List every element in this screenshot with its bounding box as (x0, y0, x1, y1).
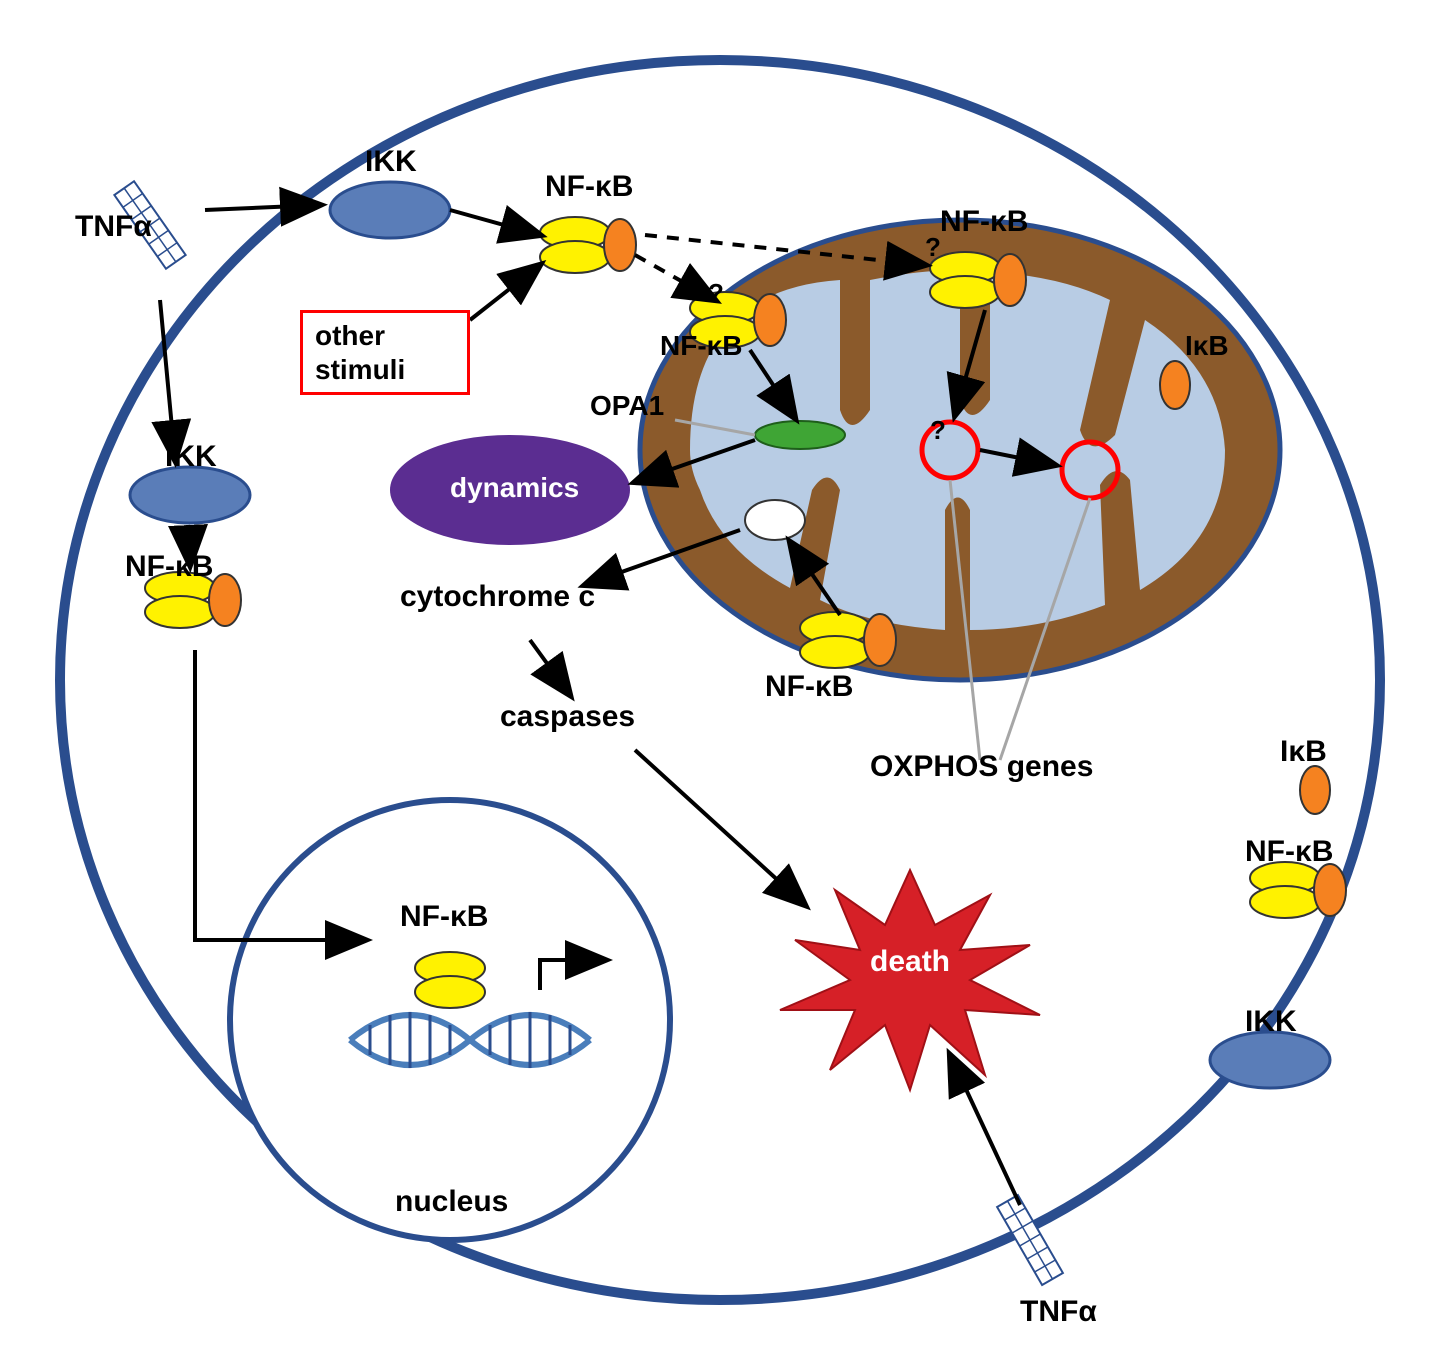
nfkb-mito-tr-shape (930, 252, 1026, 308)
ikk-left-shape (130, 467, 250, 523)
label-ikb-mito: IκB (1185, 330, 1229, 362)
label-nfkb-top: NF-κB (545, 170, 633, 204)
ikb-right-shape (1300, 766, 1330, 814)
label-q1: ? (708, 278, 724, 309)
ikk-right-shape (1210, 1032, 1330, 1088)
other-stimuli-box: other stimuli (300, 310, 470, 395)
label-nfkb-mito-tr: NF-κB (940, 205, 1028, 239)
label-nfkb-nucleus: NF-κB (400, 900, 488, 934)
ikk-top-shape (330, 182, 450, 238)
label-dynamics: dynamics (450, 472, 579, 504)
nfkb-right-shape (1250, 862, 1346, 918)
label-oxphos: OXPHOS genes (870, 750, 1093, 784)
label-nfkb-left: NF-κB (125, 550, 213, 584)
label-death: death (870, 945, 950, 979)
diagram-svg (20, 20, 1450, 1347)
label-tnfa-top: TNFα (75, 210, 152, 244)
cytc-release-site (745, 500, 805, 540)
label-q2: ? (925, 232, 941, 263)
diagram-canvas: TNFα IKK NF-κB NF-κB NF-κB NF-κB IκB OPA… (20, 20, 1450, 1347)
label-nfkb-right: NF-κB (1245, 835, 1333, 869)
label-nfkb-mito-tl: NF-κB (660, 330, 742, 362)
nucleus-shape (230, 800, 670, 1240)
label-cytc: cytochrome c (400, 580, 595, 614)
other-line1: other (315, 319, 455, 353)
label-q3: ? (930, 415, 946, 446)
label-ikk-top: IKK (365, 145, 417, 179)
nfkb-nucleus-shape (415, 952, 485, 1008)
label-ikk-right: IKK (1245, 1005, 1297, 1039)
nfkb-mito-b-shape (800, 612, 896, 668)
label-caspases: caspases (500, 700, 635, 734)
label-ikk-left: IKK (165, 440, 217, 474)
other-line2: stimuli (315, 353, 455, 387)
nfkb-top-shape (540, 217, 636, 273)
label-tnfa-bottom: TNFα (1020, 1295, 1097, 1329)
label-opa1: OPA1 (590, 390, 664, 422)
label-ikb-right: IκB (1280, 735, 1327, 769)
label-nfkb-mito-b: NF-κB (765, 670, 853, 704)
opa1-shape (755, 421, 845, 449)
ikb-mito-shape (1160, 361, 1190, 409)
label-nucleus: nucleus (395, 1185, 508, 1219)
